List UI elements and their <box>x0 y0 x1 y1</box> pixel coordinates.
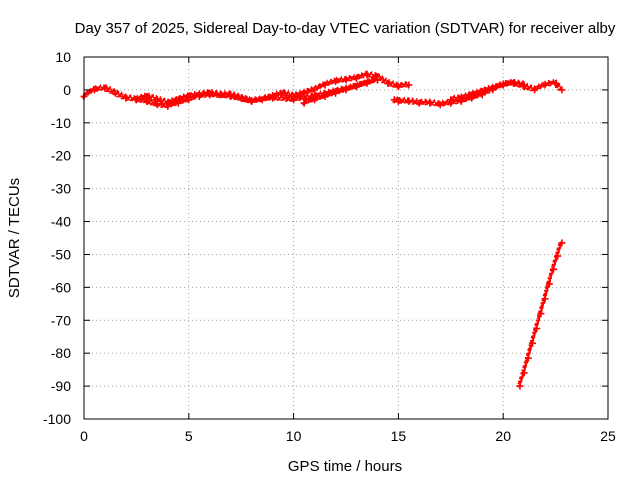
series-2 <box>300 76 381 107</box>
x-tick-label: 0 <box>80 428 88 444</box>
data-point <box>415 99 423 107</box>
data-point <box>499 81 507 89</box>
data-point <box>111 89 119 97</box>
y-tick-label: -30 <box>51 181 71 197</box>
data-point <box>143 97 151 105</box>
data-point <box>300 99 308 107</box>
data-point <box>533 325 541 332</box>
data-point <box>520 83 528 91</box>
axis-ticks: 0 5 10 15 20 25 10 0 -10 -20 -30 -40 -50 -60 -70 -80 -90… <box>43 49 616 444</box>
data-point <box>195 92 203 100</box>
y-tick-label: -100 <box>43 411 71 427</box>
y-tick-label: -70 <box>51 312 71 328</box>
data-point <box>363 71 371 79</box>
plot-area <box>80 70 566 390</box>
data-point <box>394 97 402 105</box>
data-point <box>373 76 381 84</box>
data-point <box>321 92 329 100</box>
data-point <box>321 81 329 89</box>
data-point <box>164 102 172 110</box>
data-point <box>541 295 549 303</box>
data-point <box>122 94 130 102</box>
data-point <box>550 265 558 273</box>
data-point <box>363 79 371 87</box>
data-point <box>227 92 235 100</box>
x-tick-label: 15 <box>391 428 407 444</box>
y-tick-label: -40 <box>51 214 71 230</box>
data-point <box>520 369 528 377</box>
data-point <box>558 239 566 247</box>
data-point <box>394 83 402 91</box>
data-point <box>248 97 256 105</box>
data-point <box>478 88 486 96</box>
y-tick-label: -20 <box>51 148 71 164</box>
data-point <box>352 74 360 82</box>
data-point <box>545 280 553 288</box>
data-point <box>90 86 98 94</box>
data-point <box>489 84 497 92</box>
data-point <box>457 94 465 102</box>
data-point <box>390 96 398 104</box>
data-point <box>332 89 340 97</box>
data-point <box>510 79 518 87</box>
data-point <box>342 76 350 84</box>
y-axis-label: SDTVAR / TECUs <box>6 178 23 298</box>
data-point <box>552 79 560 87</box>
x-tick-label: 20 <box>495 428 511 444</box>
data-point <box>332 78 340 86</box>
data-point <box>537 310 545 318</box>
data-point <box>405 81 413 89</box>
data-point <box>269 94 277 102</box>
data-point <box>516 382 524 390</box>
y-tick-label: 10 <box>55 49 71 65</box>
x-tick-label: 10 <box>286 428 302 444</box>
data-point <box>311 86 319 94</box>
data-point <box>279 89 287 97</box>
data-point <box>101 84 109 92</box>
data-point <box>524 354 532 362</box>
data-point <box>468 91 476 99</box>
x-tick-label: 25 <box>600 428 616 444</box>
grid <box>84 57 608 419</box>
y-tick-label: -60 <box>51 279 71 295</box>
plot-frame <box>83 56 609 420</box>
data-point <box>206 91 214 99</box>
chart-title: Day 357 of 2025, Sidereal Day-to-day VTE… <box>75 20 616 37</box>
x-tick-label: 5 <box>185 428 193 444</box>
y-tick-label: -50 <box>51 246 71 262</box>
series-1 <box>132 76 381 110</box>
series-5 <box>520 79 566 94</box>
data-point <box>132 96 140 104</box>
x-axis-label: GPS time / hours <box>288 458 402 475</box>
data-point <box>352 83 360 91</box>
data-point <box>426 99 434 107</box>
data-point <box>531 86 539 94</box>
data-point <box>554 252 562 260</box>
y-tick-label: -90 <box>51 378 71 394</box>
y-tick-label: 0 <box>63 82 71 98</box>
data-point <box>290 96 298 104</box>
y-tick-label: -10 <box>51 115 71 131</box>
data-point <box>342 86 350 94</box>
data-point <box>405 97 413 105</box>
data-point <box>558 86 566 94</box>
y-tick-label: -80 <box>51 345 71 361</box>
data-point <box>311 96 319 104</box>
data-point <box>436 101 444 109</box>
data-point <box>185 96 193 104</box>
series-6 <box>516 239 566 390</box>
data-point <box>174 99 182 107</box>
data-point <box>529 339 537 347</box>
data-point <box>447 96 455 104</box>
data-point <box>153 101 161 109</box>
data-point <box>384 79 392 87</box>
data-point <box>541 81 549 89</box>
